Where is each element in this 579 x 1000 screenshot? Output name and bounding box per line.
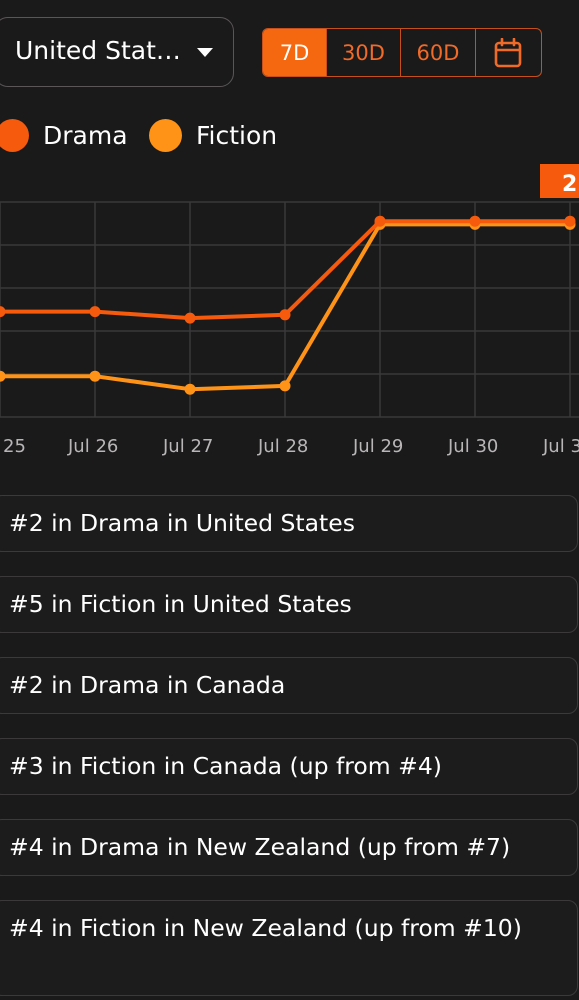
rank-item[interactable]: #2 in Drama in Canada [0,657,578,714]
callout-tag [540,164,579,198]
legend-label-drama: Drama [43,120,128,150]
rank-item[interactable]: #2 in Drama in United States [0,495,578,552]
country-select[interactable]: United Stat… [0,17,234,87]
x-tick-label: Jul 30 [447,436,498,457]
range-7d-button[interactable]: 7D [263,29,327,76]
rank-item-text: #4 in Drama in New Zealand (up from #7) [9,833,511,861]
legend-item-drama[interactable]: Drama [0,114,128,156]
x-tick-label: Jul 3 [542,436,579,457]
data-point-drama [469,215,481,227]
rank-item-text: #2 in Drama in United States [9,509,355,537]
rank-chart-svg: 25 Jul 26 Jul 27 Jul 28 Jul 29 Jul 30 Jul 3 2 [0,164,579,457]
data-point-fiction [279,380,291,392]
legend-dot-drama [0,118,29,152]
range-30d-button[interactable]: 30D [327,29,401,76]
x-tick-label: Jul 27 [162,436,213,457]
legend-item-fiction[interactable]: Fiction [149,114,277,156]
legend-dot-fiction [149,118,182,152]
rank-item[interactable]: #5 in Fiction in United States [0,576,578,633]
rank-item-text: #3 in Fiction in Canada (up from #4) [9,752,442,780]
rank-item-text: #4 in Fiction in New Zealand (up from #1… [9,914,522,942]
range-60d-button[interactable]: 60D [401,29,476,76]
x-tick-label: Jul 28 [257,436,308,457]
calendar-button[interactable] [476,29,540,76]
data-point-drama [184,312,196,324]
country-select-value: United Stat… [15,36,181,65]
data-point-drama [0,306,6,318]
rank-item-text: #5 in Fiction in United States [9,590,352,618]
data-point-fiction [184,383,196,395]
rank-item[interactable]: #3 in Fiction in Canada (up from #4) [0,738,578,795]
rank-item[interactable]: #4 in Drama in New Zealand (up from #7) [0,819,578,876]
data-point-drama [279,309,291,321]
x-tick-label: Jul 29 [352,436,403,457]
data-point-drama [374,215,386,227]
rank-item[interactable]: #4 in Fiction in New Zealand (up from #1… [0,900,578,996]
caret-down-icon [197,48,213,57]
data-point-drama [89,306,101,318]
x-tick-label: Jul 26 [67,436,118,457]
data-point-fiction [0,370,6,382]
data-point-drama [564,215,576,227]
rank-item-text: #2 in Drama in Canada [9,671,286,699]
rank-chart: 25 Jul 26 Jul 27 Jul 28 Jul 29 Jul 30 Jul 3 2 [0,160,579,470]
x-tick-label: 25 [3,436,26,457]
calendar-icon [494,37,522,67]
range-toggle: 7D 30D 60D [262,28,542,77]
legend-label-fiction: Fiction [196,120,278,150]
callout-label: 2 [562,172,577,197]
data-point-fiction [89,370,101,382]
